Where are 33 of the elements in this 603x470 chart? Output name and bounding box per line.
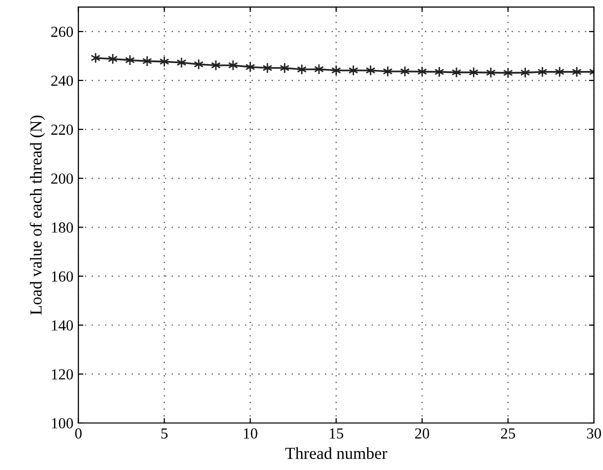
point [108,53,118,64]
y-tick-label: 120 [52,369,73,380]
x-tick-label: 10 [244,428,258,439]
y-tick-label: 180 [52,222,73,233]
point [434,66,444,78]
point [331,64,342,76]
y-tick-label: 260 [51,26,73,37]
x-tick-label: 15 [330,428,344,439]
y-tick-label: 140 [52,320,73,331]
point [400,66,410,77]
y-tick-label: 220 [51,124,73,135]
x-tick-label: 20 [415,428,430,439]
y-tick-label: 100 [52,418,73,428]
x-tick-label: 5 [161,428,168,439]
x-tick-label: 30 [587,428,602,439]
x-tick-label: 0 [75,428,82,439]
point [296,64,307,75]
x-tick-label: 25 [501,428,516,439]
point [280,62,290,74]
point [262,62,272,74]
point [382,66,393,77]
point [468,66,479,78]
y-axis-title: Load value of each thread (N) [30,116,46,315]
point [537,66,548,78]
y-tick-label: 200 [51,173,73,184]
y-tick-label: 240 [51,76,73,86]
y-tick-label: 160 [52,271,73,282]
point [348,64,358,76]
x-axis-title: Thread number [285,447,388,459]
point [554,66,564,78]
point [245,61,256,73]
point [90,52,100,64]
point [572,66,582,78]
